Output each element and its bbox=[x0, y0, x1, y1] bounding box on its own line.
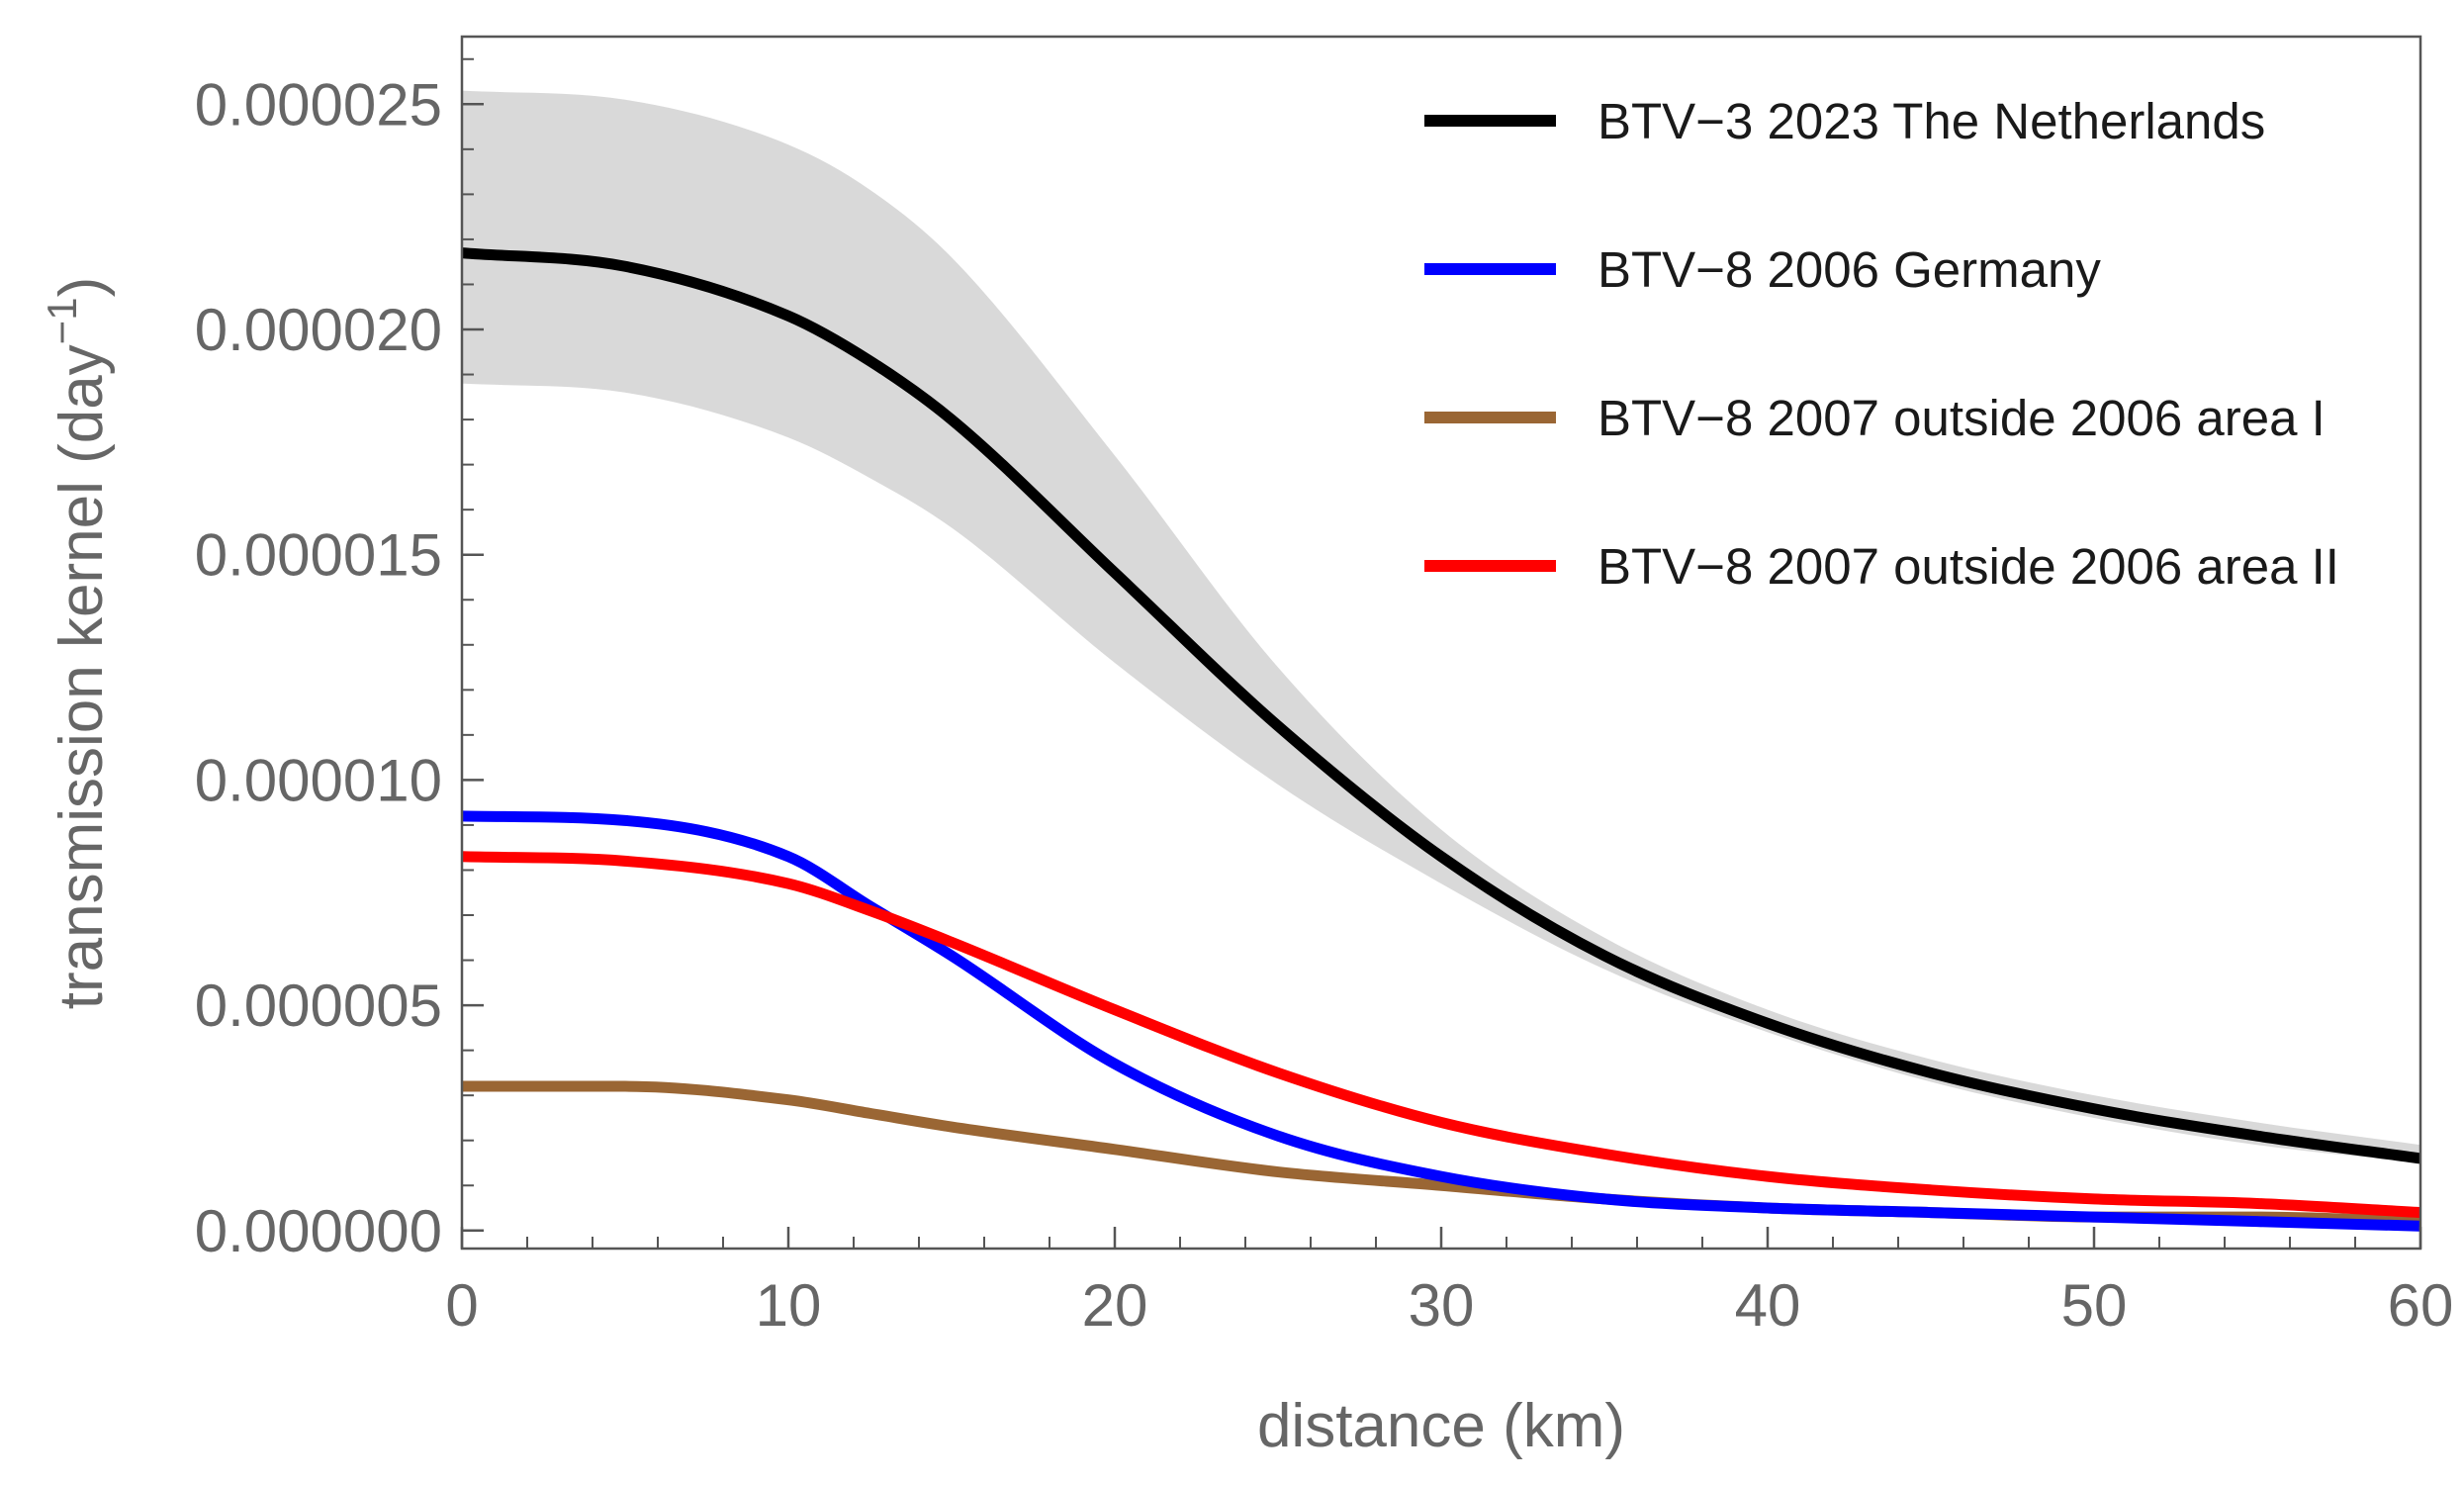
y-tick-label: 0.000015 bbox=[195, 522, 442, 589]
confidence-bands bbox=[462, 90, 2420, 1163]
y-axis-label-suffix: ) bbox=[47, 277, 116, 298]
series-lines bbox=[461, 247, 2421, 1232]
legend: BTV−3 2023 The Netherlands BTV−8 2006 Ger… bbox=[1424, 93, 2339, 595]
series-line-4 bbox=[461, 851, 2421, 1219]
y-tick-label: 0.000025 bbox=[195, 71, 442, 138]
x-tick-label: 30 bbox=[1409, 1272, 1475, 1339]
y-tick-label: 0.000005 bbox=[195, 973, 442, 1039]
x-tick-label: 40 bbox=[1735, 1272, 1801, 1339]
x-tick-label: 10 bbox=[756, 1272, 822, 1339]
y-axis-label-prefix: transmission kernel (day bbox=[47, 344, 116, 1009]
y-axis-label: transmission kernel (day−1) bbox=[39, 277, 116, 1009]
x-tick-label: 20 bbox=[1082, 1272, 1148, 1339]
y-tick-label: 0.000020 bbox=[195, 297, 442, 363]
x-tick-label: 50 bbox=[2061, 1272, 2128, 1339]
legend-label-2: BTV−8 2006 Germany bbox=[1597, 241, 2101, 298]
confidence-band bbox=[462, 90, 2420, 1163]
series-line-1 bbox=[461, 247, 2421, 1164]
minor-ticks bbox=[462, 57, 2356, 1249]
y-tick-label: 0.000010 bbox=[195, 747, 442, 813]
x-tick-label: 0 bbox=[445, 1272, 478, 1339]
series-line-2 bbox=[461, 810, 2421, 1232]
x-axis-label: distance (km) bbox=[1257, 1392, 1625, 1460]
y-tick-label: 0.000000 bbox=[195, 1198, 442, 1264]
y-axis-ticks: 0.000000 0.000005 0.000010 0.000015 0.000020… bbox=[195, 71, 484, 1264]
legend-label-1: BTV−3 2023 The Netherlands bbox=[1597, 93, 2265, 149]
legend-label-4: BTV−8 2007 outside 2006 area II bbox=[1597, 538, 2339, 595]
x-axis-ticks: 0 10 20 30 40 50 60 bbox=[445, 1227, 2453, 1339]
legend-label-3: BTV−8 2007 outside 2006 area I bbox=[1597, 390, 2326, 446]
x-tick-label: 60 bbox=[2388, 1272, 2454, 1339]
y-axis-label-superscript: −1 bbox=[39, 297, 85, 344]
